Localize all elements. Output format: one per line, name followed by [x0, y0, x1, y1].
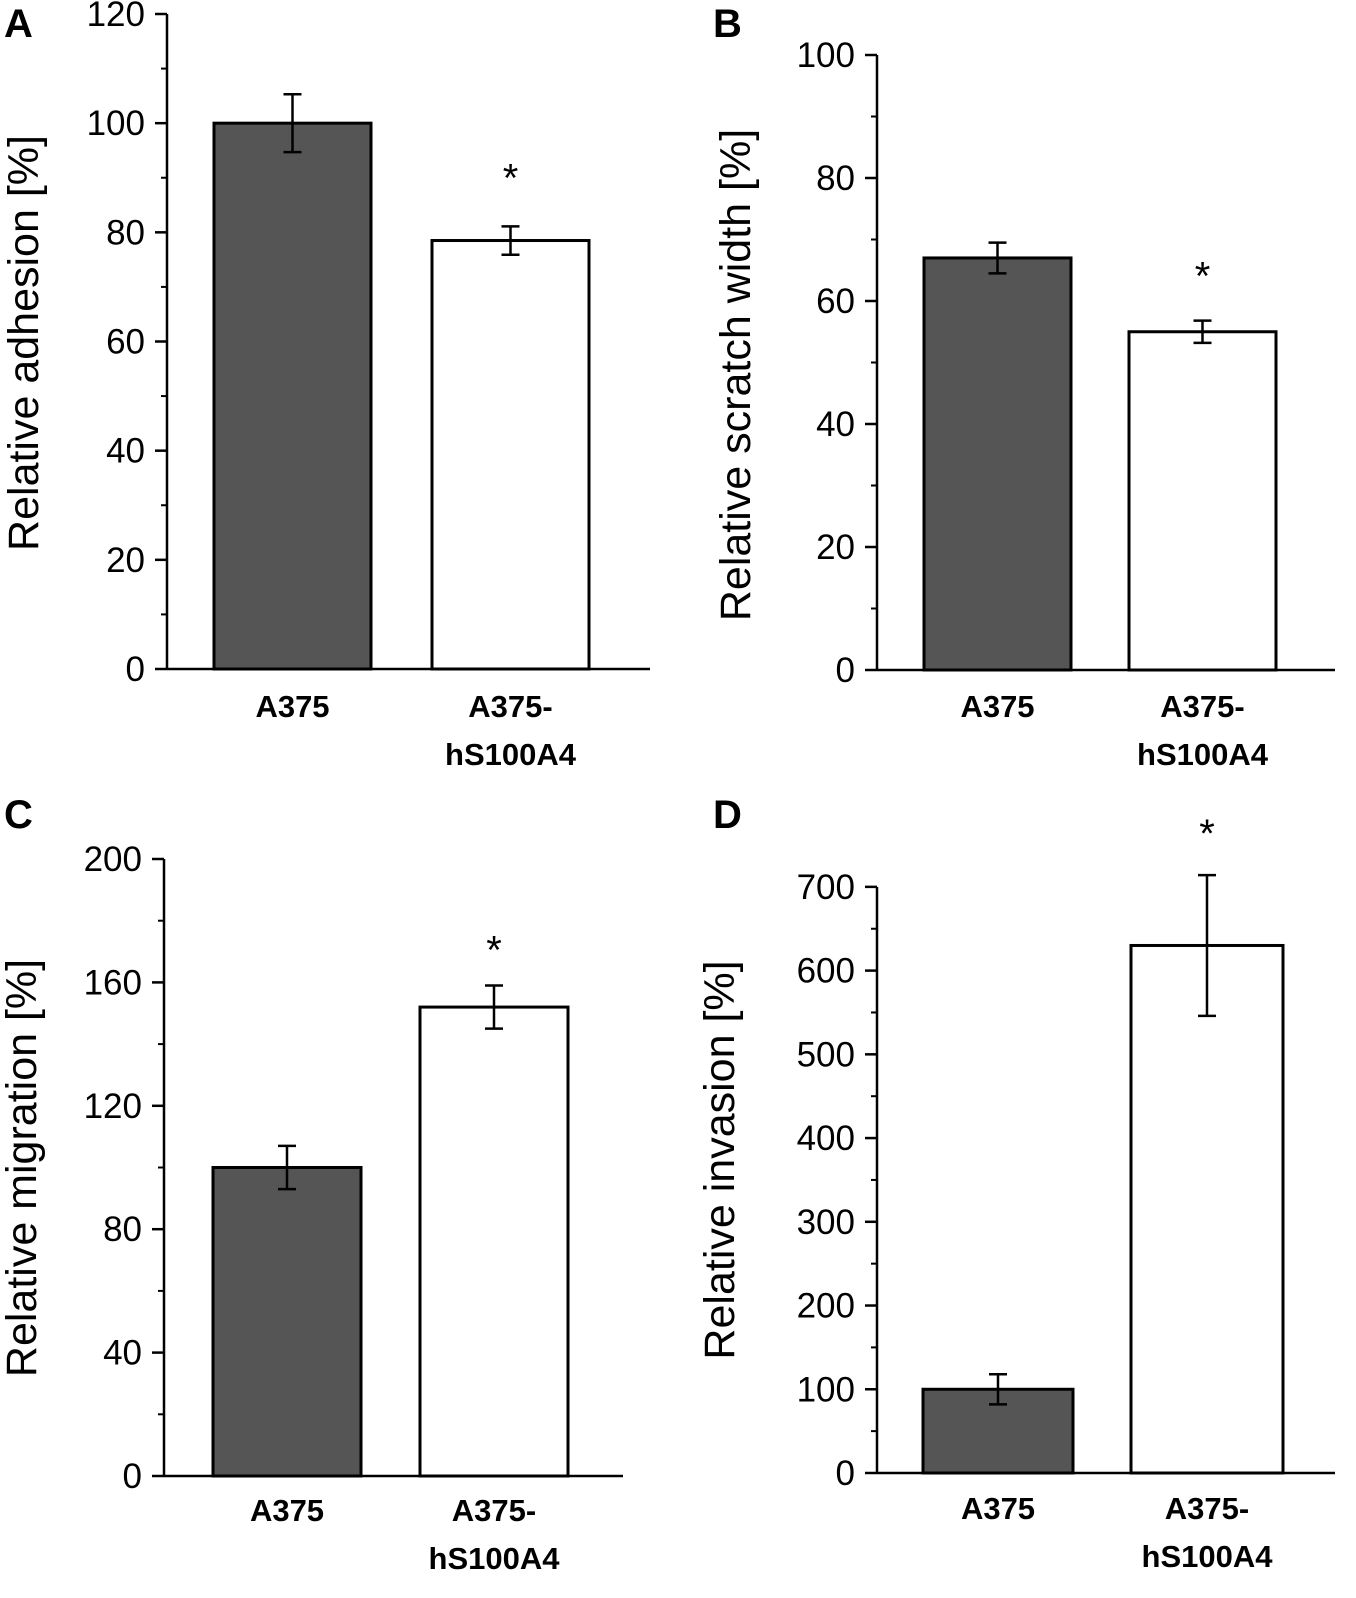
chart-b-error-bar-2	[1193, 319, 1212, 345]
chart-b: B Relative scratch width [%] 0 20 40 60 80 100 *…	[712, 2, 1335, 772]
chart-a-y-tick-label: 0	[126, 650, 145, 689]
chart-c-y-tick-label: 40	[103, 1334, 142, 1373]
chart-a-category-label: hS100A4	[445, 737, 577, 772]
chart-c-y-tick-label: 160	[84, 963, 142, 1002]
chart-a: A Relative adhesion [%] 0 20 40 60 80 100 120 * A3…	[0, 0, 650, 772]
chart-d-y-tick-label: 100	[797, 1370, 855, 1409]
chart-d-error-bar-2	[1198, 873, 1216, 1018]
chart-a-bar-2	[430, 239, 591, 671]
chart-d-y-tick-label: 0	[836, 1454, 855, 1493]
chart-c-error-bar-1	[278, 1144, 296, 1191]
chart-a-y-tick-label: 60	[106, 323, 145, 362]
chart-b-y-tick-label: 100	[797, 36, 855, 75]
chart-d-y-tick-label: 500	[797, 1035, 855, 1074]
chart-d-bar-2	[1129, 943, 1285, 1475]
chart-c-y-tick-label: 120	[84, 1087, 142, 1126]
chart-b-y-tick-label: 20	[816, 528, 855, 567]
chart-b-bar-1	[922, 256, 1073, 672]
chart-d-error-bar-1	[989, 1372, 1007, 1406]
chart-a-y-tick-label: 100	[87, 104, 145, 143]
chart-b-panel-letter: B	[713, 2, 742, 46]
chart-a-error-bar-2	[501, 225, 520, 256]
chart-a-panel-letter: A	[4, 2, 33, 46]
chart-c-category-label: hS100A4	[429, 1541, 561, 1576]
chart-c-y-tick-label: 0	[123, 1457, 142, 1496]
chart-b-category-label: A375	[960, 689, 1034, 724]
chart-c: C Relative migration [%] 0 40 80 120 160 200 * A3…	[0, 793, 623, 1576]
chart-c-y-tick-label: 80	[103, 1210, 142, 1249]
chart-d-y-axis-title: Relative invasion [%]	[696, 960, 744, 1359]
chart-b-y-tick-label: 40	[816, 405, 855, 444]
chart-a-error-bar-1	[283, 92, 302, 154]
chart-d-y-tick-label: 400	[797, 1119, 855, 1158]
chart-c-category-label: A375-	[452, 1493, 536, 1528]
chart-b-significance-marker: *	[1195, 255, 1211, 299]
chart-a-y-tick-label: 120	[87, 0, 145, 34]
chart-d-category-label: A375-	[1165, 1491, 1249, 1526]
chart-d-category-label: hS100A4	[1142, 1539, 1274, 1574]
chart-d-y-tick-label: 200	[797, 1287, 855, 1326]
chart-b-error-bar-1	[988, 241, 1007, 275]
chart-a-y-tick-label: 40	[106, 432, 145, 471]
chart-a-category-label: A375-	[468, 689, 552, 724]
chart-c-error-bar-2	[485, 984, 503, 1030]
chart-d: D Relative invasion [%] 0 100 200 300 400 500 60…	[696, 793, 1335, 1574]
chart-b-y-tick-label: 80	[816, 159, 855, 198]
chart-d-panel-letter: D	[713, 793, 742, 837]
chart-a-bar-1	[212, 121, 373, 671]
chart-c-significance-marker: *	[486, 928, 502, 972]
chart-a-y-tick-label: 80	[106, 213, 145, 252]
chart-b-category-label: A375-	[1160, 689, 1244, 724]
chart-d-y-tick-label: 700	[797, 868, 855, 907]
chart-b-y-axis-title: Relative scratch width [%]	[712, 129, 760, 621]
chart-c-bar-2	[418, 1005, 570, 1478]
chart-a-y-axis-title: Relative adhesion [%]	[0, 135, 48, 551]
chart-b-bar-2	[1127, 330, 1278, 672]
chart-a-y-tick-label: 20	[106, 541, 145, 580]
chart-b-y-tick-label: 60	[816, 282, 855, 321]
chart-d-category-label: A375	[961, 1491, 1035, 1526]
chart-a-category-label: A375	[255, 689, 329, 724]
chart-c-y-tick-label: 200	[84, 840, 142, 879]
chart-d-significance-marker: *	[1199, 812, 1215, 856]
chart-d-y-tick-label: 600	[797, 952, 855, 991]
chart-c-bar-1	[211, 1166, 363, 1478]
chart-c-panel-letter: C	[4, 793, 33, 837]
chart-a-significance-marker: *	[503, 156, 519, 200]
chart-c-y-axis-title: Relative migration [%]	[0, 959, 46, 1377]
chart-c-category-label: A375	[250, 1493, 324, 1528]
chart-b-category-label: hS100A4	[1137, 737, 1269, 772]
chart-d-y-tick-label: 300	[797, 1203, 855, 1242]
chart-b-y-tick-label: 0	[836, 651, 855, 690]
